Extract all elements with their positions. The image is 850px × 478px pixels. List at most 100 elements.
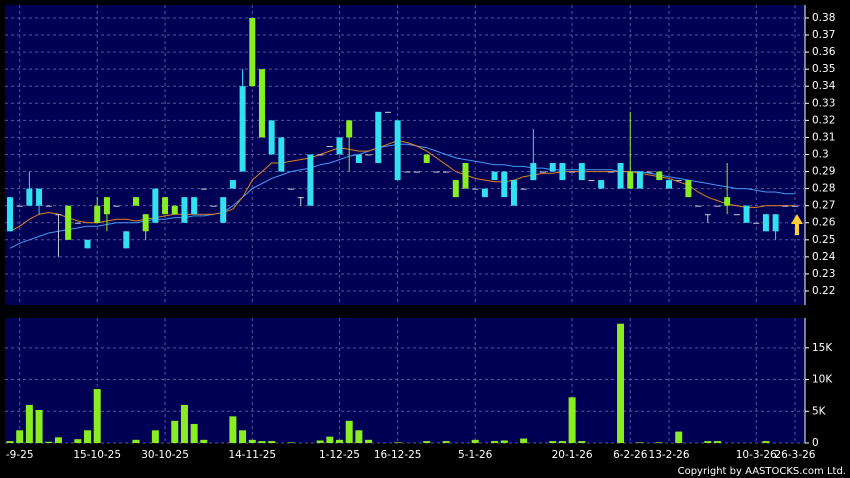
candle-body	[74, 222, 81, 224]
arrow-icon	[791, 214, 803, 235]
candle-body	[45, 205, 52, 207]
y-tick-label: 0.28	[812, 183, 835, 195]
candle-body	[375, 111, 382, 164]
volume-bar	[365, 439, 373, 443]
candle-body	[666, 180, 673, 189]
candle-body	[7, 197, 13, 232]
volume-bar	[93, 389, 101, 443]
y-tick-label: 0.23	[812, 268, 835, 280]
candle-body	[94, 205, 101, 223]
volume-bar	[84, 430, 92, 443]
candle-body	[297, 197, 304, 199]
volume-bar	[713, 441, 721, 443]
volume-bar	[617, 323, 625, 443]
candle-body	[152, 188, 159, 223]
candle-body	[326, 145, 333, 147]
y-tick-label: 0.24	[812, 251, 836, 263]
candle-body	[607, 171, 614, 173]
volume-bar	[151, 430, 159, 443]
y-tick-label: 0.38	[812, 12, 835, 24]
candle-body	[792, 205, 798, 207]
marks: 0.22 0.23 0.24 0.25 0.26 0.27 0.28 0.29 0.3 0.31 0…	[5, 5, 836, 461]
candle-body	[753, 222, 760, 224]
candle-body	[598, 180, 605, 189]
candle-body	[549, 163, 556, 172]
candle-body	[336, 137, 343, 155]
candle-body	[414, 171, 421, 173]
volume-bar	[258, 441, 266, 443]
volume-bar	[239, 430, 247, 443]
y-tick-label: 0.29	[812, 166, 835, 178]
candle-body	[249, 17, 256, 87]
candle-body	[365, 154, 372, 156]
price-panel	[5, 5, 805, 305]
y-tick-label: 0.3	[812, 148, 829, 160]
volume-bar	[16, 430, 24, 443]
candle-body	[239, 86, 246, 172]
candle-body	[452, 180, 459, 198]
candle-body	[404, 171, 411, 173]
candle-body	[258, 69, 265, 138]
x-tick-label: 15-10-25	[73, 449, 121, 461]
volume-bar	[568, 397, 576, 443]
candle-body	[501, 171, 508, 198]
volume-bar	[558, 441, 566, 443]
y-tick-label: 0.35	[812, 63, 835, 75]
x-tick-label: 16-12-25	[374, 449, 422, 461]
x-tick-label: -9-25	[6, 449, 34, 461]
y-tick-label: 0.31	[812, 131, 835, 143]
volume-bar	[35, 410, 43, 443]
candle-body	[162, 197, 169, 215]
volume-bar	[326, 436, 334, 443]
candle-body	[278, 137, 285, 172]
candle-body	[588, 180, 595, 182]
volume-bar	[442, 441, 450, 443]
moving-average	[9, 140, 795, 232]
candle-body	[288, 188, 295, 190]
volume-bar	[636, 442, 644, 443]
x-tick-label: 14-11-25	[228, 449, 276, 461]
y-tick-label: 0.32	[812, 114, 835, 126]
volume-bar	[6, 441, 14, 443]
volume-bar	[248, 439, 256, 443]
y-tick-label: 0.26	[812, 217, 836, 229]
candle-body	[220, 197, 227, 223]
candle-body	[617, 163, 624, 189]
candle-body	[636, 171, 643, 189]
candle-body	[491, 171, 498, 181]
volume-bar	[171, 420, 179, 443]
candle-body	[462, 163, 469, 189]
volume-bar	[132, 439, 140, 443]
candle-body	[530, 163, 537, 181]
candle-body	[36, 188, 43, 206]
volume-bar	[287, 442, 295, 443]
volume-bar	[704, 441, 712, 443]
x-tick-label: 1-12-25	[319, 449, 360, 461]
candle-body	[142, 214, 149, 232]
candle-body	[210, 205, 217, 207]
volume-tick-label: 5K	[812, 405, 827, 417]
volume-bar	[54, 437, 62, 443]
candle-body	[384, 111, 391, 113]
volume-bar	[180, 404, 188, 443]
candle-body	[200, 188, 207, 190]
moving-average	[9, 143, 795, 249]
y-tick-label: 0.33	[812, 97, 835, 109]
volume-panel	[5, 318, 805, 443]
candle-body	[433, 171, 440, 173]
candle-body	[510, 180, 517, 206]
volume-bar	[355, 430, 363, 443]
candle-body	[695, 205, 702, 207]
candle-body	[423, 154, 430, 164]
candle-body	[132, 197, 139, 206]
candle-body	[675, 180, 682, 182]
candle-body	[191, 197, 198, 215]
volume-bar	[45, 441, 53, 443]
volume-bar	[520, 438, 528, 443]
volume-bar	[316, 440, 324, 443]
volume-bar	[549, 441, 557, 443]
volume-bar	[655, 442, 663, 443]
candle-body	[317, 154, 324, 156]
volume-bar	[491, 441, 499, 443]
candle-body	[55, 214, 62, 216]
